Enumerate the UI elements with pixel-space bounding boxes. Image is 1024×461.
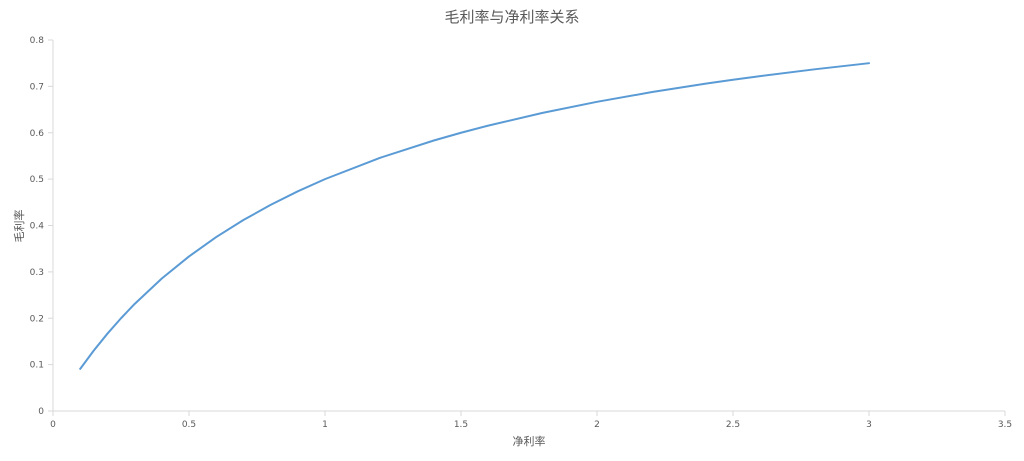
y-tick-label: 0.2 [30, 314, 44, 324]
y-tick-label: 0.6 [30, 129, 45, 139]
y-tick-label: 0.8 [30, 36, 45, 46]
x-axis-label: 净利率 [512, 435, 546, 448]
y-tick-label: 0.1 [30, 361, 44, 371]
y-tick-label: 0.7 [30, 82, 44, 92]
x-tick-label: 0.5 [182, 420, 196, 430]
x-tick-label: 2.5 [726, 420, 740, 430]
x-tick-label: 3.5 [998, 420, 1012, 430]
x-tick-label: 3 [866, 420, 872, 430]
x-tick-label: 2 [594, 420, 600, 430]
y-tick-label: 0.5 [30, 175, 44, 185]
x-tick-label: 0 [50, 420, 56, 430]
y-tick-label: 0.4 [30, 222, 45, 232]
y-tick-label: 0.3 [30, 268, 44, 278]
x-tick-label: 1 [322, 420, 328, 430]
y-tick-label: 0 [38, 407, 44, 417]
x-tick-label: 1.5 [454, 420, 468, 430]
series-line [79, 62, 870, 370]
chart-title: 毛利率与净利率关系 [444, 8, 580, 26]
